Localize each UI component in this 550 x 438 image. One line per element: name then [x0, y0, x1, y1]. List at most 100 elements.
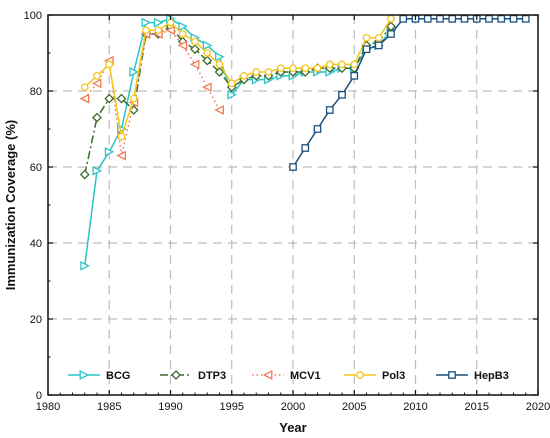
data-point-hepb3 — [350, 71, 359, 80]
data-point-mcv1 — [116, 150, 126, 161]
data-point-mcv1 — [165, 25, 175, 36]
data-point-pol3 — [105, 60, 114, 69]
x-tick-label: 1995 — [220, 401, 244, 413]
data-point-pol3 — [191, 37, 199, 46]
data-point-pol3 — [80, 83, 89, 92]
x-tick-label: 2015 — [465, 401, 489, 413]
data-point-pol3 — [215, 60, 224, 69]
data-point-pol3 — [301, 64, 310, 73]
data-point-pol3 — [264, 68, 273, 76]
data-point-dtp3 — [104, 93, 115, 104]
data-point-mcv1 — [91, 78, 102, 89]
legend-label: BCG — [106, 370, 130, 382]
data-point-hepb3 — [301, 144, 310, 152]
data-point-mcv1 — [214, 105, 224, 115]
legend-item-mcv1: MCV1 — [252, 370, 321, 382]
data-point-pol3 — [166, 18, 175, 27]
x-tick-label: 2010 — [403, 401, 427, 413]
data-point-pol3 — [387, 14, 395, 23]
data-point-pol3 — [142, 26, 150, 35]
x-tick-label: 1990 — [158, 401, 182, 413]
data-point-mcv1 — [189, 59, 200, 70]
data-point-pol3 — [313, 64, 322, 73]
data-point-dtp3 — [116, 93, 127, 104]
data-point-pol3 — [252, 68, 261, 76]
y-tick-label: 40 — [30, 238, 42, 250]
legend-marker — [262, 370, 273, 380]
x-tick-label: 1985 — [97, 401, 121, 413]
data-point-dtp3 — [202, 55, 213, 66]
data-point-pol3 — [338, 60, 346, 69]
data-point-bcg — [227, 89, 238, 100]
data-point-hepb3 — [387, 30, 395, 38]
data-point-bcg — [92, 165, 103, 176]
series-pol3 — [80, 14, 395, 141]
data-point-bcg — [178, 21, 189, 32]
data-point-pol3 — [203, 49, 212, 57]
legend-item-hepb3: HepB3 — [436, 370, 509, 382]
data-point-pol3 — [374, 33, 383, 42]
data-point-pol3 — [362, 33, 371, 42]
legend: BCG DTP3 MCV1 Pol3 HepB3 — [68, 370, 509, 382]
data-point-pol3 — [350, 60, 359, 69]
y-tick-label: 100 — [24, 10, 42, 22]
data-point-hepb3 — [497, 14, 506, 23]
data-point-pol3 — [93, 71, 101, 80]
legend-marker — [79, 370, 90, 380]
legend-marker — [356, 371, 364, 379]
data-point-bcg — [141, 17, 152, 28]
data-point-bcg — [104, 146, 115, 157]
series-layer — [79, 13, 530, 271]
data-point-pol3 — [154, 26, 163, 35]
data-point-hepb3 — [460, 14, 469, 23]
data-point-hepb3 — [399, 14, 408, 23]
legend-label: Pol3 — [382, 370, 405, 382]
y-tick-label: 80 — [30, 86, 42, 98]
data-point-dtp3 — [92, 112, 102, 123]
y-tick-label: 0 — [36, 390, 42, 402]
data-point-bcg — [215, 51, 225, 62]
data-point-pol3 — [227, 79, 236, 88]
y-axis-title: Immunization Coverage (%) — [3, 120, 18, 290]
data-point-pol3 — [289, 64, 297, 73]
legend-label: MCV1 — [290, 370, 321, 382]
legend-item-pol3: Pol3 — [344, 370, 405, 382]
data-point-hepb3 — [485, 14, 493, 23]
data-point-dtp3 — [190, 44, 200, 55]
data-point-bcg — [153, 17, 164, 28]
data-point-bcg — [80, 260, 91, 271]
x-axis-title: Year — [279, 420, 306, 435]
data-point-hepb3 — [362, 45, 371, 54]
legend-marker — [448, 371, 456, 379]
legend-item-bcg: BCG — [68, 370, 130, 382]
data-point-hepb3 — [521, 14, 530, 23]
data-point-pol3 — [276, 64, 285, 73]
data-point-dtp3 — [79, 169, 90, 180]
data-point-pol3 — [178, 30, 187, 38]
data-point-dtp3 — [214, 67, 225, 77]
x-tick-label: 2020 — [526, 401, 550, 413]
data-point-pol3 — [325, 60, 334, 69]
data-point-mcv1 — [201, 82, 212, 93]
data-point-mcv1 — [79, 93, 90, 104]
data-point-mcv1 — [177, 40, 188, 51]
x-tick-label: 2005 — [342, 401, 366, 413]
data-point-bcg — [129, 67, 140, 77]
legend-marker — [171, 370, 181, 380]
y-tick-label: 60 — [30, 162, 42, 174]
data-point-pol3 — [129, 94, 138, 103]
data-point-pol3 — [117, 132, 126, 141]
data-point-hepb3 — [374, 41, 383, 50]
y-tick-label: 20 — [30, 314, 42, 326]
data-point-hepb3 — [436, 14, 444, 23]
data-point-hepb3 — [325, 106, 334, 114]
x-tick-label: 1980 — [36, 401, 60, 413]
x-tick-label: 2000 — [281, 401, 305, 413]
data-point-bcg — [202, 40, 213, 51]
legend-item-dtp3: DTP3 — [160, 370, 226, 382]
data-point-hepb3 — [509, 14, 518, 23]
legend-label: HepB3 — [474, 370, 509, 382]
data-point-hepb3 — [338, 90, 346, 99]
